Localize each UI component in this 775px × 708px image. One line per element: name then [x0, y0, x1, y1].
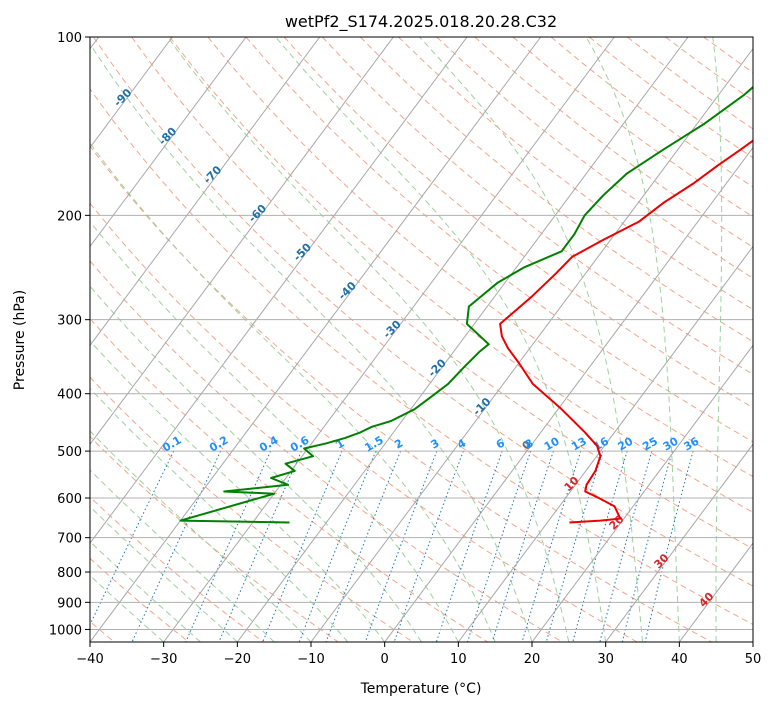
mixing-ratio-line — [364, 450, 438, 642]
isotherm-line — [90, 37, 542, 642]
y-axis: 100 200 300 400 500 600 700 800 900 1000 — [49, 31, 90, 638]
moist-adiabat-line — [90, 220, 459, 642]
mixing-ratio-line — [90, 450, 175, 626]
mixing-ratio-line — [466, 450, 532, 642]
isotherm-line — [531, 344, 753, 642]
dry-adiabat-line — [245, 37, 753, 443]
x-tick-label: 0 — [381, 652, 389, 667]
x-tick-label: −30 — [150, 652, 177, 667]
moist-adiabat-line — [90, 540, 201, 642]
isotherm-line — [310, 47, 753, 642]
isotherm-line — [90, 37, 173, 149]
moist-adiabat-line — [90, 387, 349, 642]
isotherm-line — [90, 37, 394, 446]
pressure-gridlines — [90, 37, 753, 630]
x-tick-label: 50 — [745, 652, 762, 667]
moist-adiabat-line — [90, 469, 275, 642]
isotherm-line — [90, 37, 247, 248]
x-tick-label: 40 — [671, 652, 688, 667]
mixing-ratio-line — [218, 450, 302, 642]
mixing-ratio-line — [435, 450, 503, 642]
mixing-ratio-line — [545, 450, 604, 642]
moist-adiabat-line — [419, 37, 643, 642]
y-tick-label: 400 — [57, 388, 82, 403]
y-axis-title: Pressure (hPa) — [12, 290, 28, 390]
moist-adiabat-line — [90, 285, 422, 642]
moist-adiabats — [90, 37, 723, 642]
y-tick-label: 900 — [57, 596, 82, 611]
y-tick-label: 500 — [57, 445, 82, 460]
x-tick-label: −20 — [224, 652, 251, 667]
dry-adiabat-line — [90, 376, 414, 642]
isotherm-line — [457, 245, 753, 642]
isotherm-line — [163, 37, 615, 642]
y-tick-label: 1000 — [49, 623, 82, 638]
x-tick-label: −40 — [76, 652, 103, 667]
x-axis: −40 −30 −20 −10 0 10 20 30 40 50 — [76, 642, 761, 667]
moist-adiabat-line — [167, 37, 570, 642]
x-tick-label: −10 — [297, 652, 324, 667]
y-tick-label: 300 — [57, 314, 82, 329]
plot-frame — [89, 36, 754, 643]
isotherm-line — [90, 37, 468, 544]
y-tick-label: 100 — [57, 31, 82, 46]
y-tick-label: 800 — [57, 566, 82, 581]
dry-adiabat-line — [283, 37, 753, 409]
dewpoint-profile — [179, 85, 753, 524]
moist-adiabat-line — [90, 142, 496, 642]
moist-adiabat-line — [90, 430, 312, 642]
dry-adiabat-line — [90, 202, 639, 642]
isotherm-line — [236, 37, 689, 642]
moist-adiabat-line — [90, 42, 533, 642]
mixing-ratio-line — [572, 450, 628, 642]
moist-adiabat-line — [712, 37, 723, 642]
y-tick-label: 600 — [57, 492, 82, 507]
dry-adiabat-line — [169, 37, 753, 513]
isotherms — [90, 37, 753, 642]
moist-adiabat-line — [90, 574, 165, 642]
isotherm-line — [384, 146, 753, 642]
temperature-profile — [499, 139, 753, 524]
y-tick-label: 700 — [57, 532, 82, 547]
moist-adiabat-line — [90, 505, 238, 642]
x-tick-label: 10 — [450, 652, 467, 667]
mixing-ratio-line — [393, 450, 464, 642]
x-tick-label: 20 — [524, 652, 541, 667]
moist-adiabat-line — [275, 37, 607, 642]
moist-adiabat-line — [585, 37, 680, 642]
y-tick-label: 200 — [57, 209, 82, 224]
x-tick-label: 30 — [597, 652, 614, 667]
dry-adiabat-line — [131, 37, 753, 550]
dry-adiabat-line — [207, 37, 753, 478]
isotherm-line — [90, 37, 321, 347]
x-axis-title: Temperature (°C) — [360, 681, 482, 697]
chart-title: wetPf2_S174.2025.018.20.28.C32 — [285, 12, 557, 32]
profile-series — [179, 85, 753, 524]
moist-adiabat-line — [90, 340, 386, 642]
isotherm-line — [605, 443, 753, 642]
mixing-ratio-line — [185, 450, 272, 642]
